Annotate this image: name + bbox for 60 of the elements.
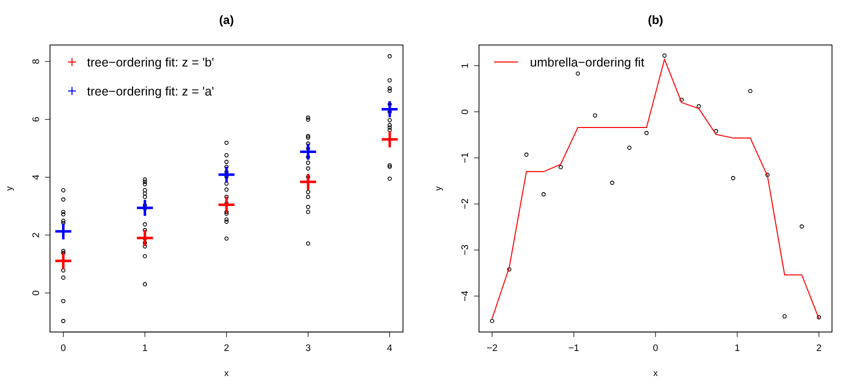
y-tick-label: 4	[31, 174, 42, 180]
point	[217, 165, 236, 184]
point	[507, 267, 512, 272]
y-tick-label: −2	[460, 198, 471, 210]
point	[380, 130, 399, 149]
point	[816, 315, 822, 320]
x-tick-label: 2	[224, 343, 230, 354]
point	[748, 88, 752, 94]
point	[136, 198, 154, 218]
point	[765, 172, 770, 178]
point	[298, 142, 318, 162]
x-tick-label: 3	[305, 343, 311, 354]
y-tick-label: 0	[31, 290, 42, 296]
point	[610, 180, 614, 185]
point	[662, 53, 667, 58]
point	[136, 228, 154, 248]
point	[298, 172, 318, 192]
point	[627, 146, 632, 150]
x-tick-label: 2	[816, 343, 822, 354]
point	[680, 98, 684, 102]
chart-title: (a)	[219, 13, 234, 27]
point	[524, 152, 528, 157]
y-tick-label: 1	[460, 63, 471, 68]
point	[576, 71, 580, 76]
x-tick-label: −1	[568, 343, 580, 354]
legend-label: tree−ordering fit: z = 'a'	[87, 84, 214, 98]
y-tick-label: −3	[460, 244, 471, 256]
point	[592, 113, 598, 118]
chart-title: (b)	[648, 13, 664, 27]
y-tick-label: 0	[460, 109, 471, 114]
point	[217, 195, 236, 214]
point	[714, 129, 718, 134]
y-axis-title: y	[433, 186, 443, 191]
x-tick-label: 1	[734, 343, 740, 354]
point	[380, 100, 399, 118]
x-tick-label: 0	[60, 343, 66, 354]
y-axis-title: y	[4, 186, 14, 191]
legend-label: tree−ordering fit: z = 'b'	[87, 56, 214, 70]
x-axis-title: x	[224, 368, 230, 378]
point	[54, 252, 73, 270]
x-tick-label: −2	[486, 343, 498, 354]
point	[696, 104, 701, 108]
x-tick-label: 0	[652, 343, 658, 354]
y-tick-label: 6	[31, 116, 42, 122]
point	[782, 314, 787, 318]
point	[490, 318, 494, 324]
point	[731, 176, 736, 180]
y-tick-label: 2	[31, 232, 42, 238]
point	[558, 164, 563, 170]
point	[54, 222, 73, 241]
x-tick-label: 4	[387, 343, 392, 354]
legend-label: umbrella−ordering fit	[530, 56, 645, 70]
y-tick-label: −4	[460, 290, 471, 302]
point	[541, 192, 546, 196]
x-axis-title: x	[653, 368, 658, 378]
y-tick-label: 8	[31, 58, 42, 64]
x-tick-label: 1	[142, 343, 148, 354]
y-tick-label: −1	[460, 152, 471, 164]
point	[644, 130, 649, 136]
point	[800, 224, 804, 229]
